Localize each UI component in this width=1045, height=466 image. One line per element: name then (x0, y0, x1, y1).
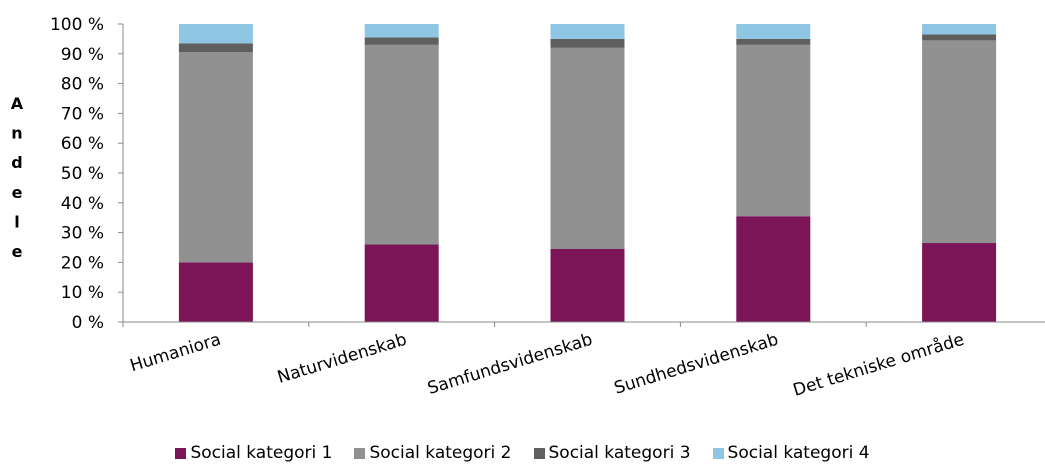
x-category-label: Sundhedsvidenskab (612, 330, 781, 399)
bar-segment (364, 24, 439, 38)
bar-segment (178, 24, 253, 44)
x-axis-category-labels: Humaniora Naturvidenskab Samfundsvidenskab… (128, 329, 967, 401)
y-tick-label: 80 % (61, 75, 104, 95)
y-tick-label: 10 % (61, 283, 104, 303)
y-tick-label: 20 % (61, 253, 104, 273)
y-axis-ticks: 0 % 10 % 20 % 30 % 40 % 50 % 60 % 70 % 80 % 90 % 1… (50, 15, 123, 333)
bar-segment (550, 248, 625, 322)
bar-segment (922, 243, 997, 322)
y-tick-label: 30 % (61, 224, 104, 244)
legend-label: Social kategori 1 (190, 443, 333, 463)
bar-segment (736, 216, 811, 322)
bar-segment (178, 52, 253, 263)
bar-segment (736, 38, 811, 45)
bar-segment (364, 244, 439, 322)
bar-segment (550, 38, 625, 48)
legend-label: Social kategori 2 (369, 443, 512, 463)
bar-segment (178, 262, 253, 322)
bar-segment (364, 37, 439, 45)
y-axis-label-letter: e (12, 242, 23, 261)
y-axis-label-letter: e (12, 183, 23, 202)
y-axis-label-letter: A (11, 94, 24, 113)
legend-swatch (533, 447, 545, 459)
bars (178, 24, 997, 322)
legend: Social kategori 1 Social kategori 2 Social… (0, 440, 1045, 466)
bar-segment (922, 24, 997, 35)
axes (122, 24, 1045, 327)
x-category-label: Humaniora (128, 330, 224, 377)
bar-segment (178, 43, 253, 53)
y-tick-label: 40 % (61, 194, 104, 214)
bar-segment (922, 40, 997, 244)
bar-segment (550, 47, 625, 249)
y-axis-label-letter: d (11, 153, 22, 172)
legend-item: Social kategori 4 (712, 440, 870, 466)
y-tick-label: 50 % (61, 164, 104, 184)
x-category-label: Samfundsvidenskab (425, 330, 595, 399)
bar-segment (922, 34, 997, 41)
y-tick-label: 0 % (72, 313, 104, 333)
legend-label: Social kategori 4 (727, 443, 870, 463)
y-axis-label-letter: l (14, 212, 19, 231)
legend-item: Social kategori 3 (533, 440, 691, 466)
legend-swatch (712, 447, 724, 459)
legend-swatch (175, 447, 187, 459)
legend-item: Social kategori 1 (175, 440, 332, 466)
y-tick-label: 60 % (61, 134, 104, 154)
legend-swatch (354, 447, 366, 459)
bar-segment (364, 44, 439, 245)
bar-segment (550, 24, 625, 39)
y-axis-label-letter: n (11, 124, 22, 143)
y-tick-label: 70 % (61, 104, 104, 124)
legend-item: Social kategori 2 (354, 440, 512, 466)
x-category-label: Det tekniske område (791, 329, 967, 401)
bar-segment (736, 24, 811, 39)
x-category-label: Naturvidenskab (275, 330, 409, 388)
bar-segment (736, 44, 811, 217)
y-tick-label: 100 % (50, 15, 104, 35)
y-tick-label: 90 % (61, 45, 104, 65)
legend-label: Social kategori 3 (548, 443, 691, 463)
